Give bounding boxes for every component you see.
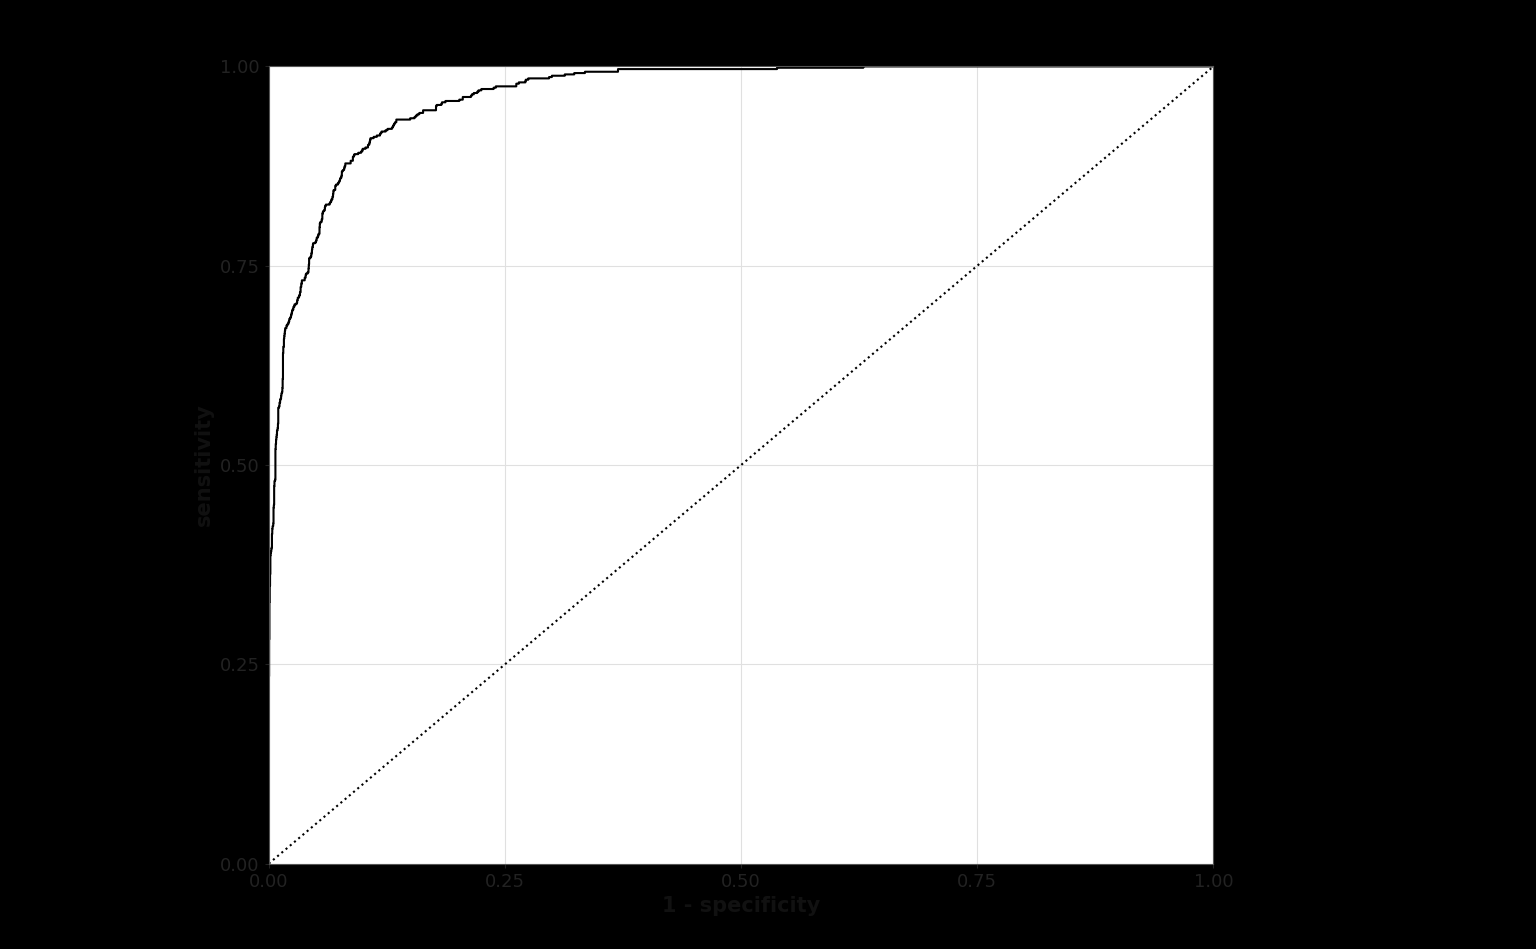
Y-axis label: sensitivity: sensitivity bbox=[194, 403, 214, 527]
X-axis label: 1 - specificity: 1 - specificity bbox=[662, 896, 820, 916]
